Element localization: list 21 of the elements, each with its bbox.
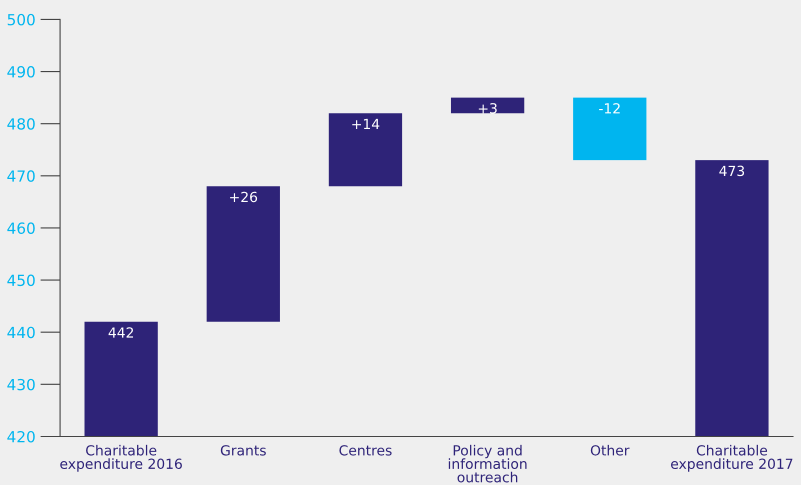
y-tick-label: 420 xyxy=(7,430,35,443)
y-tick-label: 450 xyxy=(7,274,35,286)
y-tick-label: 440 xyxy=(7,326,35,338)
y-tick-label: 500 xyxy=(8,14,35,26)
x-tick-label: Centres xyxy=(339,445,392,456)
x-tick-label: Grants xyxy=(220,445,266,456)
data-label: 442 xyxy=(108,327,134,338)
data-label: -12 xyxy=(599,103,620,114)
y-tick-label: 430 xyxy=(7,378,35,390)
data-label: +14 xyxy=(352,118,380,130)
x-tick-label: Charitable expenditure 2016 xyxy=(60,444,182,472)
y-tick-label: 460 xyxy=(7,222,35,234)
y-tick-label: 490 xyxy=(7,66,35,78)
x-tick-label: Policy and information outreach xyxy=(448,444,527,482)
x-tick-label: Charitable expenditure 2017 xyxy=(671,444,792,472)
y-tick-label: 470 xyxy=(7,170,35,182)
data-label: +26 xyxy=(230,192,258,202)
data-label: +3 xyxy=(478,103,497,114)
data-label: 473 xyxy=(719,166,744,176)
x-tick-label: Other xyxy=(590,444,630,456)
y-tick-label: 480 xyxy=(7,118,35,130)
